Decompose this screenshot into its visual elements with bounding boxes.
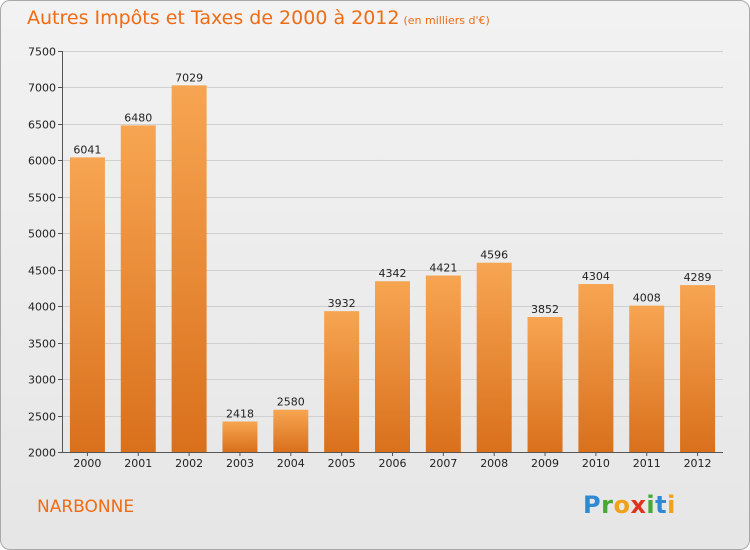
bar-value-label: 6041 [73,143,101,156]
x-tick-label: 2012 [684,457,712,470]
y-tick-label: 3500 [28,338,56,351]
bar-value-label: 4008 [633,292,661,305]
y-tick-label: 7500 [28,46,56,59]
y-tick-label: 6500 [28,119,56,132]
x-tick-label: 2010 [582,457,610,470]
bar-2003 [222,421,258,452]
brand-letter: i [667,491,676,519]
brand-letter: o [613,491,631,519]
chart-title: Autres Impôts et Taxes de 2000 à 2012 (en… [27,7,490,29]
bar-2011 [629,305,665,452]
x-tick-label: 2004 [277,457,305,470]
bar-2009 [527,316,563,452]
x-tick-label: 2002 [175,457,203,470]
y-tick-label: 4500 [28,265,56,278]
bar-value-label: 4596 [480,249,508,262]
bar-value-label: 3932 [328,297,356,310]
x-tick-label: 2007 [429,457,457,470]
x-tick-label: 2006 [379,457,407,470]
bar-value-label: 4342 [379,267,407,280]
x-tick-label: 2008 [480,457,508,470]
bar-2000 [69,157,105,452]
y-tick-label: 7000 [28,82,56,95]
bar-2004 [273,409,309,452]
bar-value-label: 2580 [277,396,305,409]
y-tick-label: 6000 [28,155,56,168]
y-tick-label: 2000 [28,447,56,460]
bar-2005 [324,311,360,452]
brand-logo: Proxiti [583,491,676,519]
brand-letter: r [601,491,614,519]
bars: 6041 6480 7029 2418 2580 3932 4342 4421 4596 3852… [69,71,716,452]
bar-value-label: 4421 [429,261,457,274]
city-name: NARBONNE [37,497,135,517]
bar-2001 [120,125,156,452]
axes: 2000 2500 3000 3500 4000 4500 5000 5500 6000 6500… [28,46,723,470]
bar-value-label: 4289 [684,271,712,284]
chart-subtitle: (en milliers d'€) [403,14,490,27]
bar-value-label: 6480 [124,111,152,124]
bar-value-label: 4304 [582,270,610,283]
bar-2007 [425,275,461,452]
brand-letter: i [646,491,656,519]
y-tick-label: 3000 [28,374,56,387]
x-tick-label: 2000 [73,457,101,470]
x-tick-label: 2009 [531,457,559,470]
bar-2002 [171,85,207,452]
y-tick-label: 4000 [28,301,56,314]
y-tick-label: 2500 [28,411,56,424]
y-tick-label: 5500 [28,192,56,205]
bar-2010 [578,284,614,452]
x-tick-label: 2005 [328,457,356,470]
bar-value-label: 2418 [226,408,254,421]
x-tick-label: 2011 [633,457,661,470]
brand-letter: P [583,491,602,519]
bar-2006 [375,281,410,452]
bar-value-label: 3852 [531,303,559,316]
brand-letter: x [630,491,647,519]
bar-2012 [680,285,716,452]
bar-2008 [476,262,512,452]
bar-value-label: 7029 [175,71,203,84]
y-tick-label: 5000 [28,228,56,241]
x-tick-label: 2003 [226,457,254,470]
x-tick-label: 2001 [124,457,152,470]
brand-letter: t [655,491,668,519]
